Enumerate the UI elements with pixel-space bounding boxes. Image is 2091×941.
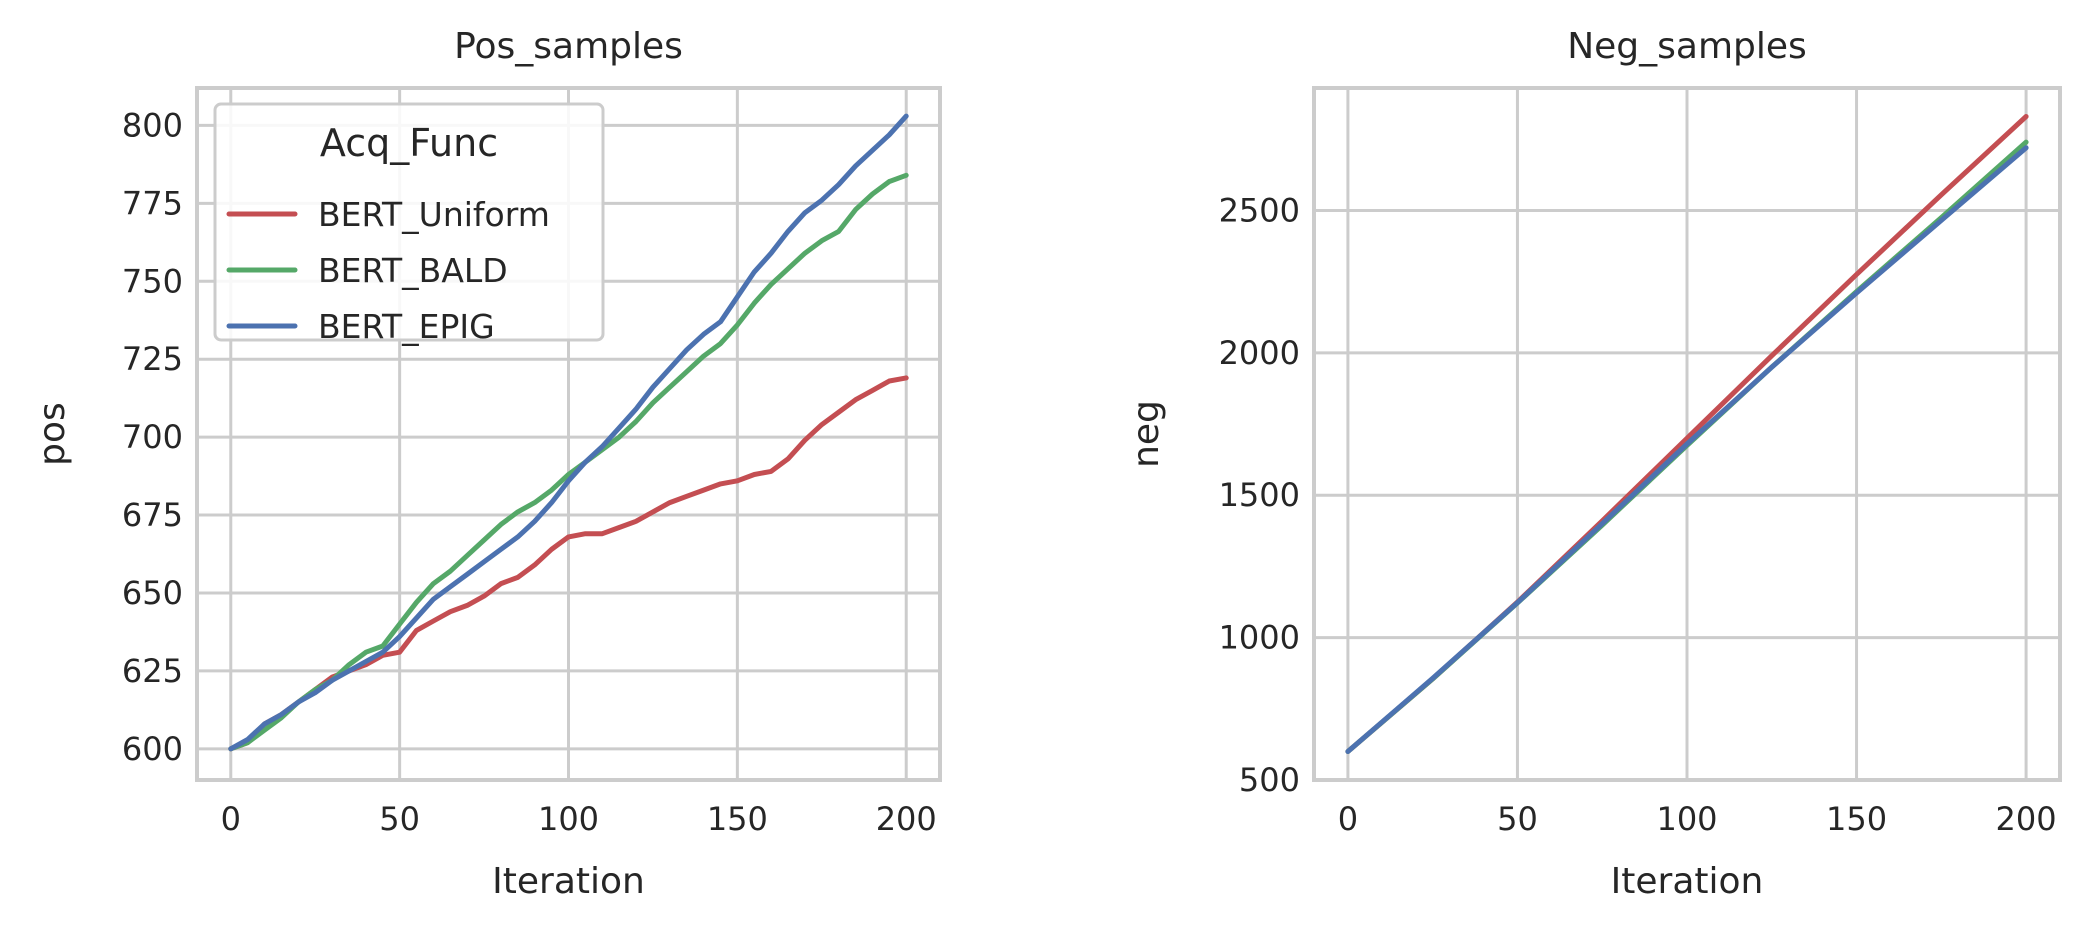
charts-0-legend-box [213,102,605,342]
charts-0-y-tick-label-7: 775 [122,184,183,222]
charts-0-y-tick-label-8: 800 [122,106,183,144]
charts-1-x-tick-label-4: 200 [1996,800,2057,838]
charts-0-title: Pos_samples [454,26,683,67]
charts-1-x-tick-label-3: 150 [1826,800,1887,838]
charts-0-frame [195,86,942,782]
charts-1-y-tick-label-1: 1000 [1219,619,1300,657]
charts-0-y-tick-label-3: 675 [122,496,183,534]
charts-0-legend-title: Acq_Func [320,121,498,165]
charts-1-y-tick-label-3: 2000 [1219,334,1300,372]
charts-1-x-tick-label-2: 100 [1656,800,1717,838]
charts-0-y-tick-label-5: 725 [122,340,183,378]
charts-0-y-tick-label-0: 600 [122,730,183,768]
charts-0-x-tick-label-3: 150 [707,800,768,838]
charts-0-x-axis-label: Iteration [492,861,645,902]
charts-1-y-tick-label-4: 2500 [1219,191,1300,229]
charts-1-x-tick-label-1: 50 [1497,800,1538,838]
charts-1-frame [1312,86,2062,782]
charts-0-legend-label-1: BERT_BALD [318,251,508,290]
charts-1-y-tick-label-0: 500 [1239,761,1300,799]
charts-0-y-tick-label-4: 700 [122,418,183,456]
charts-1-x-tick-label-0: 0 [1338,800,1358,838]
charts-0-series-line-bert-bald [228,172,909,752]
charts-0-series-line-bert-epig [228,113,909,752]
charts-0-y-axis-label: pos [32,402,73,466]
charts-0-x-tick-label-2: 100 [538,800,599,838]
charts-1-y-tick-label-2: 1500 [1219,476,1300,514]
pos-samples-chart: 0 50 100 150 200 600 625 650 675 700 725 750 775 800 P… [32,26,942,902]
charts-0-legend: Acq_Func BERT_Uniform BERT_BALD BERT_EPIG [213,102,605,346]
charts-0-y-tick-label-6: 750 [122,262,183,300]
charts-0-x-tick-label-4: 200 [876,800,937,838]
charts-1-y-axis-label: neg [1126,400,1167,468]
charts-1-series-line-bert-epig [1345,145,2029,754]
charts-1-x-axis-label: Iteration [1611,861,1764,902]
neg-samples-chart: 0 50 100 150 200 500 1000 1500 2000 2500 Neg_sampl… [1126,26,2062,902]
charts-0-legend-label-2: BERT_EPIG [318,307,495,346]
charts-1-title: Neg_samples [1567,26,1807,67]
charts-0-x-tick-label-0: 0 [221,800,241,838]
charts-0-x-tick-label-1: 50 [379,800,420,838]
charts-0-y-tick-label-2: 650 [122,574,183,612]
charts-0-legend-label-0: BERT_Uniform [318,195,550,234]
charts-0-y-tick-label-1: 625 [122,652,183,690]
